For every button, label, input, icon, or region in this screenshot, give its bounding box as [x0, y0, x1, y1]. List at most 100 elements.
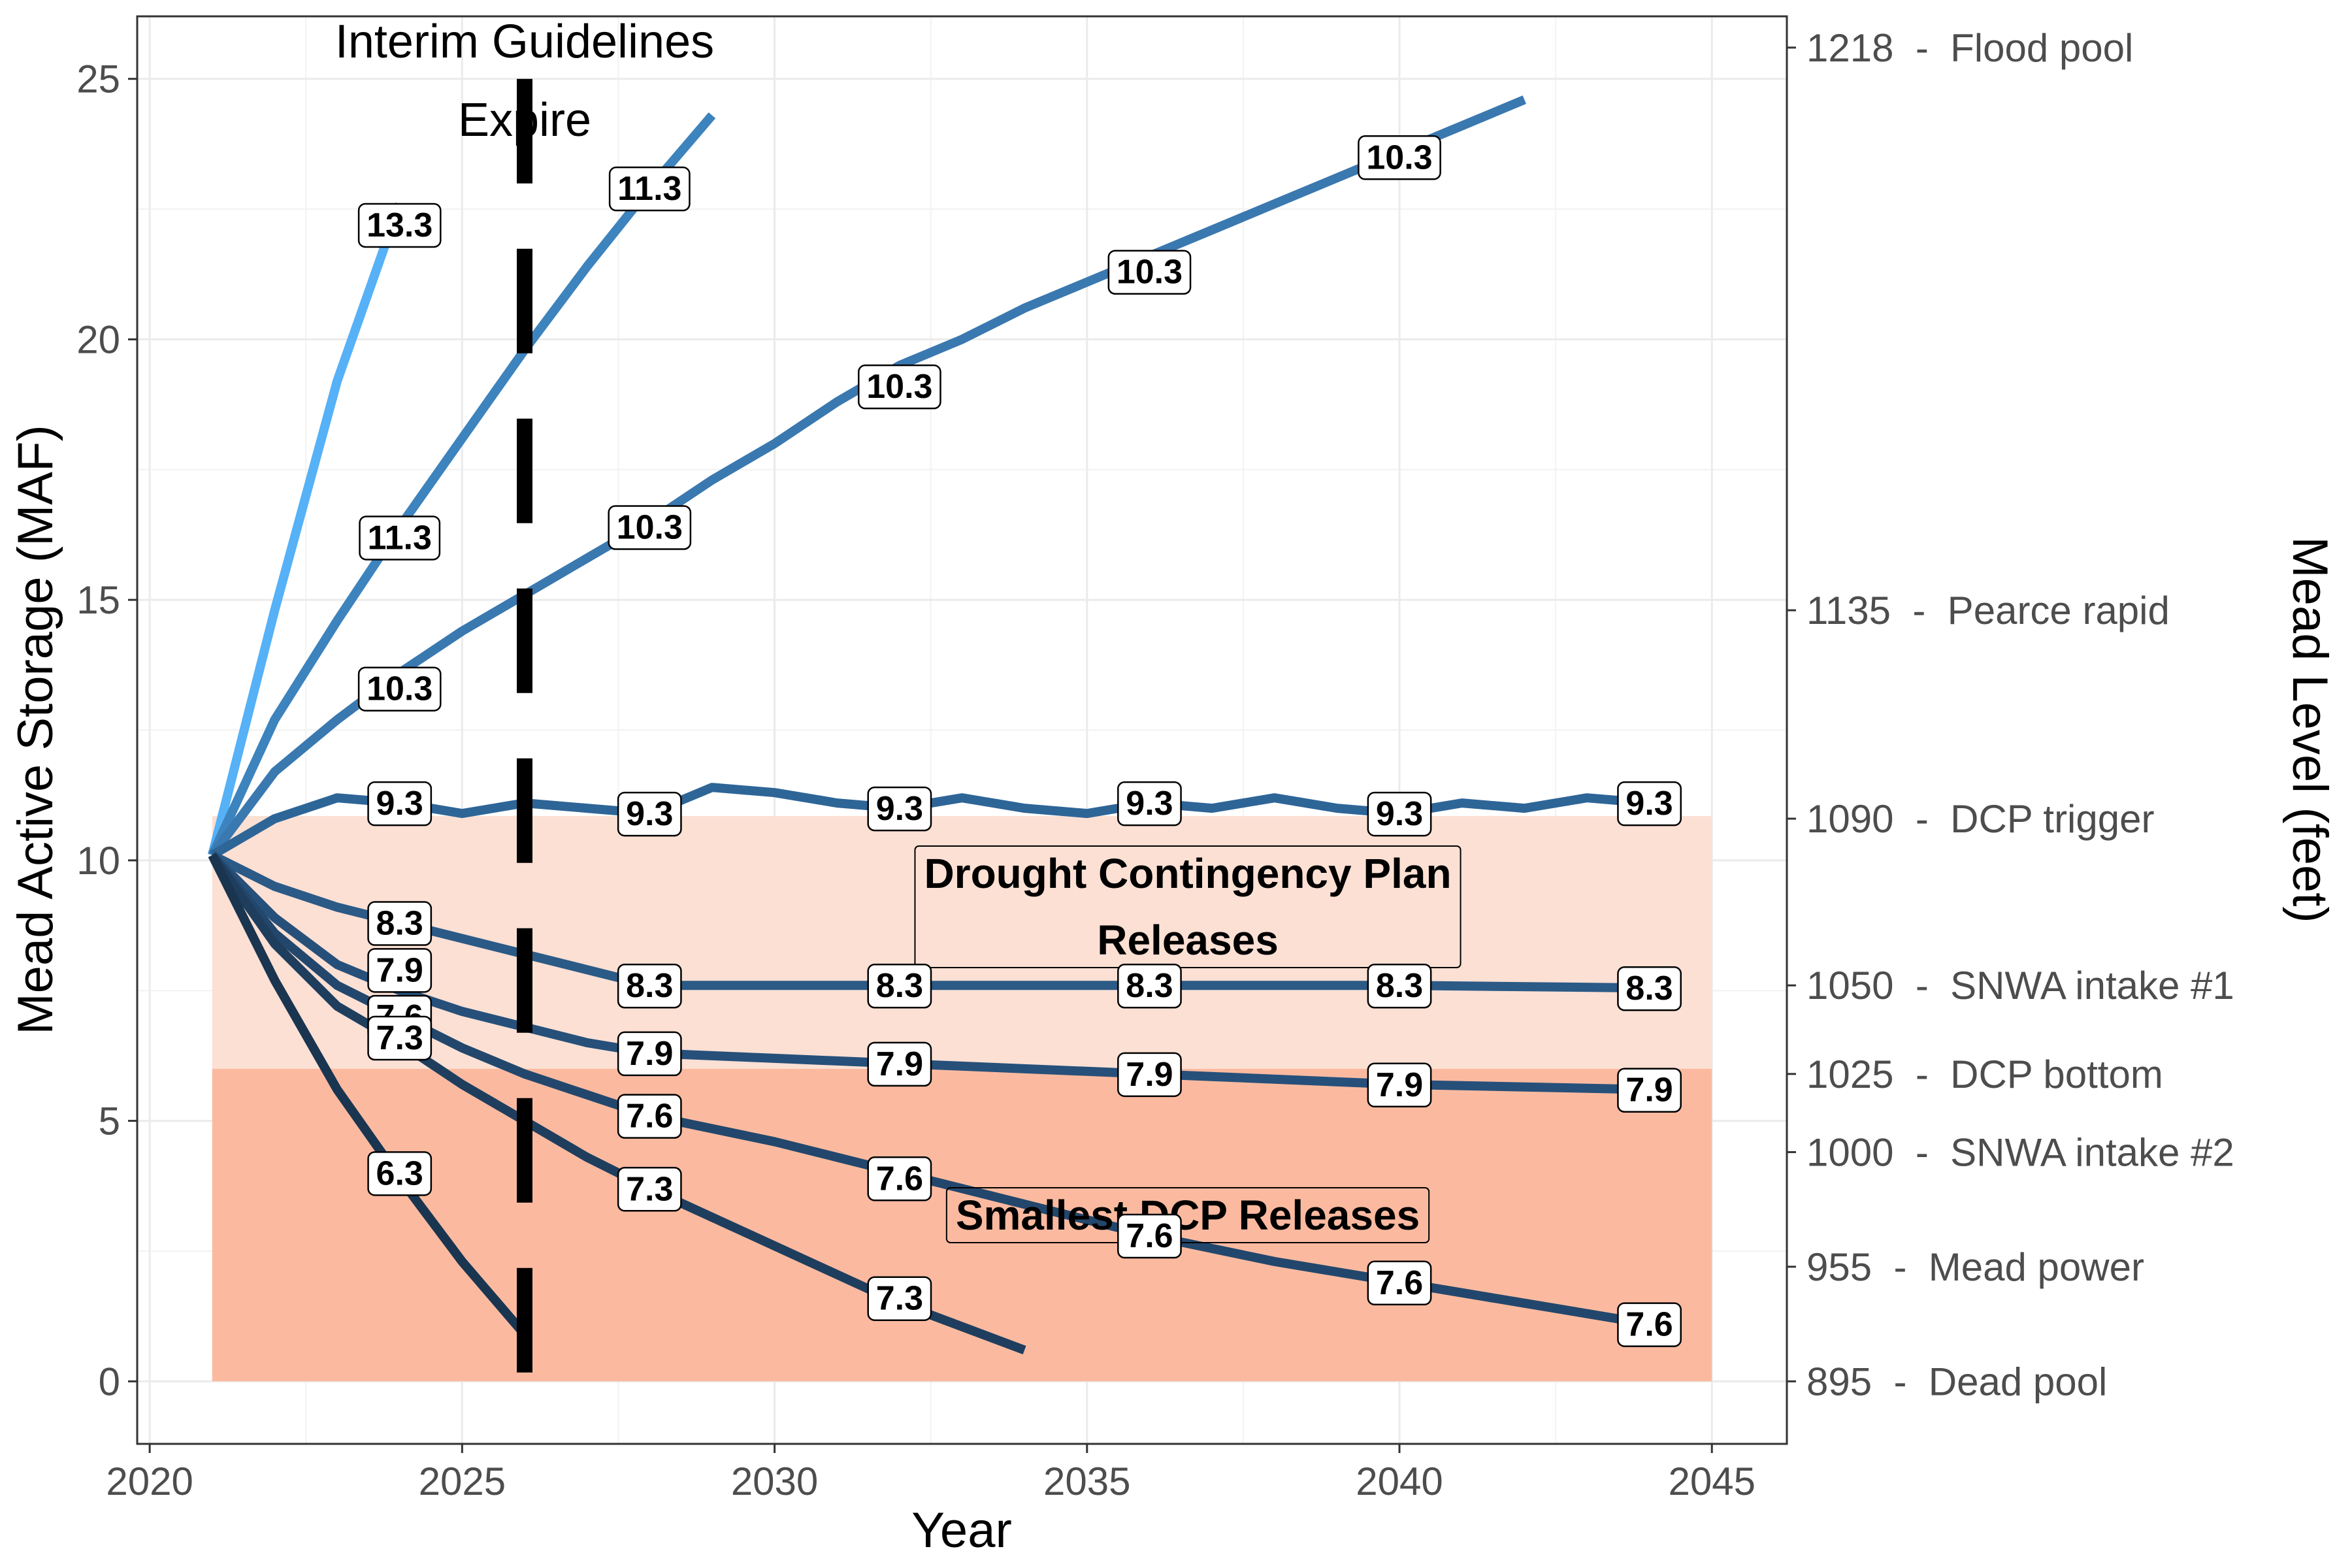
point-label-box	[617, 1031, 682, 1077]
point-label-11.3: 11.3	[359, 515, 441, 561]
point-label-box	[1107, 250, 1192, 295]
y-axis-title: Mead Active Storage (MAF)	[8, 425, 63, 1034]
point-label-box	[1358, 135, 1441, 180]
point-label-text: 7.6	[1376, 1264, 1423, 1302]
point-label-box	[1617, 781, 1682, 826]
point-label-box	[359, 515, 441, 561]
point-label-8.3: 8.3	[867, 963, 932, 1009]
y-right-tick-label: 1090 - DCP trigger	[1806, 797, 2154, 841]
zone-label-dcp-text-line: Drought Contingency Plan	[924, 850, 1451, 897]
point-label-box	[617, 1094, 682, 1139]
point-label-box	[867, 786, 932, 832]
point-label-9.3: 9.3	[367, 781, 433, 826]
y-tick-label: 0	[99, 1360, 120, 1403]
point-label-9.3: 9.3	[617, 791, 682, 837]
point-label-box	[367, 1015, 433, 1061]
point-label-box	[617, 963, 682, 1009]
y-axis-right-title: Mead Level (feet)	[2282, 536, 2338, 923]
interim-guidelines-label-line: Expire	[458, 94, 591, 146]
x-tick-label: 2025	[419, 1460, 506, 1503]
point-label-7.6: 7.6	[1117, 1213, 1182, 1259]
point-label-box	[367, 1151, 433, 1196]
y-tick-label: 20	[76, 318, 120, 361]
point-label-box	[608, 166, 691, 212]
point-label-box	[1367, 791, 1432, 837]
point-label-7.6: 7.6	[867, 1156, 932, 1201]
point-label-box	[367, 948, 433, 993]
zone-label-smallest-box	[945, 1187, 1430, 1243]
point-label-9.3: 9.3	[1117, 781, 1182, 826]
y-tick-label: 25	[76, 57, 120, 101]
point-label-text: 9.3	[1625, 785, 1673, 823]
point-label-text: 7.9	[1625, 1071, 1673, 1109]
point-label-text: 7.6	[1126, 1217, 1173, 1255]
point-label-text: 13.3	[367, 206, 433, 244]
y-right-tick-label: 895 - Dead pool	[1806, 1360, 2107, 1403]
point-labels: 13.3 11.3 11.3 10.3 10.3 10.3 10.3 10.3 9.3 9.3 9.…	[357, 135, 1682, 1347]
point-label-10.3: 10.3	[857, 364, 941, 410]
interim-guidelines-label-line: Interim Guidelines	[335, 16, 714, 68]
y-right-tick-label: 955 - Mead power	[1806, 1245, 2144, 1289]
y-tick-label: 15	[76, 578, 120, 622]
zone-label-smallest-text-line: Smallest DCP Releases	[956, 1192, 1420, 1239]
zone-label-smallest: Smallest DCP Releases	[945, 1187, 1430, 1243]
point-label-box	[367, 781, 433, 826]
point-label-box	[357, 666, 442, 711]
y-right-tick-label: 1218 - Flood pool	[1806, 26, 2133, 70]
point-label-box	[367, 901, 433, 946]
y-tick-label: 5	[99, 1100, 120, 1143]
point-label-box	[608, 505, 692, 550]
point-label-8.3: 8.3	[367, 901, 433, 946]
point-label-box	[1617, 1068, 1682, 1113]
point-label-box	[357, 203, 442, 248]
point-label-box	[867, 963, 932, 1009]
y-tick-label: 10	[76, 839, 120, 883]
plot-panel-border	[136, 15, 1788, 1445]
point-label-box	[1617, 966, 1682, 1011]
point-label-11.3: 11.3	[608, 166, 691, 212]
point-label-text: 6.3	[376, 1154, 423, 1192]
y-axis: 0 5 10 15 20 25	[76, 57, 137, 1403]
point-label-10.3: 10.3	[1358, 135, 1441, 180]
point-label-9.3: 9.3	[1617, 781, 1682, 826]
point-label-7.6: 7.6	[1617, 1302, 1682, 1347]
series-line-6.3	[208, 853, 529, 1338]
point-label-7.3: 7.3	[617, 1167, 682, 1212]
series-line-11.3	[208, 112, 716, 857]
point-label-7.3: 7.3	[367, 1015, 433, 1061]
point-label-text: 7.9	[1376, 1066, 1423, 1104]
point-label-7.6: 7.6	[1367, 1260, 1432, 1306]
point-label-text: 7.3	[376, 1019, 423, 1057]
interim-guidelines-marker: Interim Guidelines Expire	[335, 16, 714, 1382]
point-label-7.9: 7.9	[617, 1031, 682, 1077]
point-label-6.3: 6.3	[367, 1151, 433, 1196]
point-label-box	[617, 1167, 682, 1212]
point-label-7.9: 7.9	[1617, 1068, 1682, 1113]
point-label-box	[867, 1156, 932, 1201]
point-label-text: 7.6	[626, 1098, 673, 1135]
shaded-regions	[212, 816, 1712, 1382]
point-label-box	[867, 1276, 932, 1321]
x-tick-label: 2035	[1043, 1460, 1130, 1503]
point-label-7.9: 7.9	[367, 948, 433, 993]
point-label-box	[617, 791, 682, 837]
y-right-tick-label: 1025 - DCP bottom	[1806, 1053, 2163, 1096]
point-label-text: 9.3	[876, 790, 923, 828]
point-label-text: 7.3	[876, 1280, 923, 1318]
point-label-text: 9.3	[626, 795, 673, 833]
x-tick-label: 2045	[1668, 1460, 1755, 1503]
point-label-text: 10.3	[1366, 139, 1432, 176]
point-label-7.9: 7.9	[1367, 1062, 1432, 1108]
point-label-text: 7.9	[1126, 1056, 1173, 1094]
point-label-10.3: 10.3	[608, 505, 692, 550]
zone-label-dcp: Drought Contingency Plan Releases	[914, 845, 1462, 968]
point-label-box	[1117, 781, 1182, 826]
point-label-text: 9.3	[376, 785, 423, 823]
y-right-tick-label: 1000 - SNWA intake #2	[1806, 1130, 2234, 1174]
point-label-box	[857, 364, 941, 410]
point-label-7.6: 7.6	[617, 1094, 682, 1139]
point-label-text: 7.9	[376, 951, 423, 989]
point-label-box	[1117, 1052, 1182, 1098]
point-label-9.3: 9.3	[1367, 791, 1432, 837]
point-label-8.3: 8.3	[1617, 966, 1682, 1011]
